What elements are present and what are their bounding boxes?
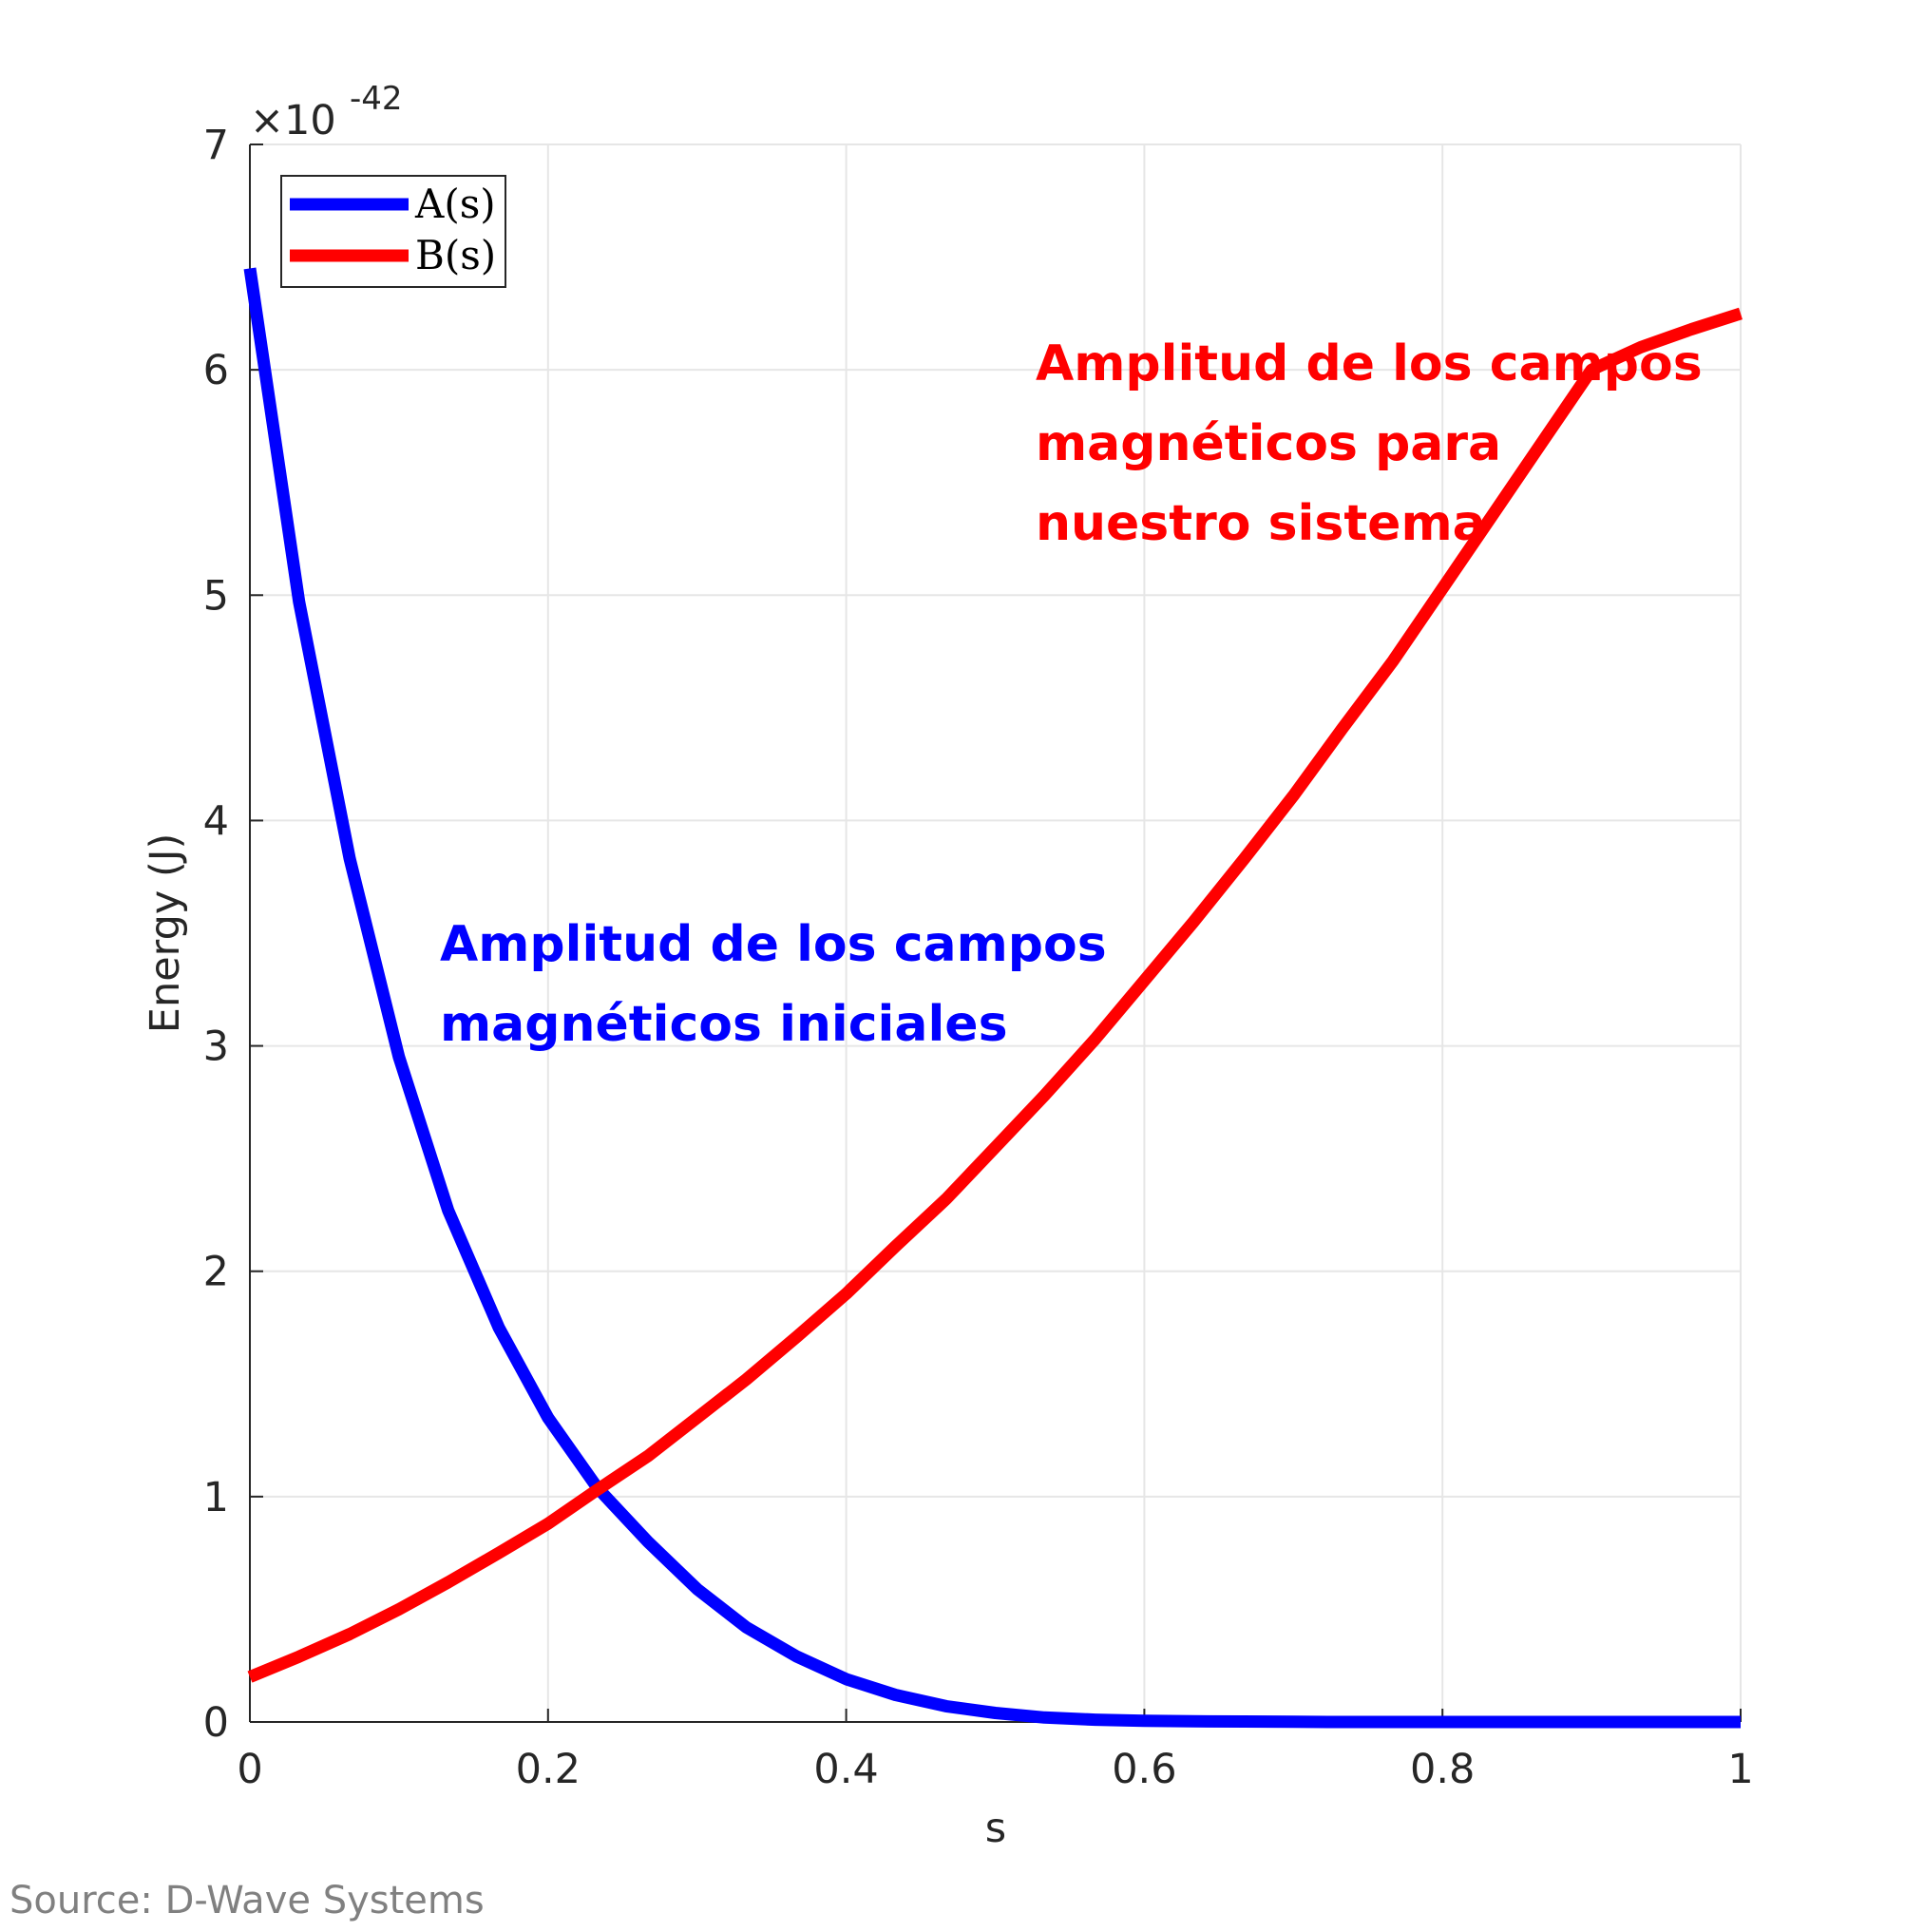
series-lines	[243, 267, 1743, 1729]
x-tick-label: 0.4	[813, 1746, 878, 1793]
x-tick-label: 0	[237, 1746, 262, 1793]
x-tick-label: 0.6	[1112, 1746, 1176, 1793]
y-tick-label: 5	[203, 572, 229, 620]
y-tick-label: 6	[203, 347, 229, 394]
y-axis-label: Energy (J)	[142, 833, 189, 1033]
y-exponent-label: ×10 -42	[250, 80, 403, 144]
x-axis-label: s	[985, 1805, 1006, 1852]
annotation-blue-line-1: Amplitud de los campos	[440, 916, 1107, 973]
annotations: Amplitud de los campos magnéticos inicia…	[440, 335, 1703, 1053]
y-tick-label: 1	[203, 1474, 229, 1521]
x-tick-label: 0.8	[1410, 1746, 1475, 1793]
legend-label-b: B(s)	[415, 232, 496, 278]
y-tick-label: 7	[203, 122, 229, 169]
source-caption: Source: D-Wave Systems	[10, 1879, 485, 1922]
annotation-red-line-3: nuestro sistema	[1036, 495, 1486, 552]
x-tick-label: 0.2	[516, 1746, 581, 1793]
annotation-red-line-1: Amplitud de los campos	[1036, 335, 1703, 392]
svg-text:×10: ×10	[250, 97, 336, 144]
annotation-blue-line-2: magnéticos iniciales	[440, 996, 1008, 1053]
y-tick-label: 2	[203, 1249, 229, 1296]
legend: A(s) B(s)	[280, 175, 506, 288]
grid	[249, 143, 1742, 1723]
x-tick-label: 1	[1727, 1746, 1753, 1793]
y-tick-label: 0	[203, 1699, 229, 1747]
y-ticks: 0 1 2 3 4 5 6 7	[203, 122, 263, 1747]
series-line-a	[243, 267, 1741, 1729]
series-line-b	[247, 307, 1743, 1683]
y-tick-label: 4	[203, 797, 229, 845]
annotation-red-line-2: magnéticos para	[1036, 415, 1501, 472]
svg-text:-42: -42	[350, 80, 403, 118]
x-ticks: 0 0.2 0.4 0.6 0.8 1	[237, 1709, 1754, 1793]
legend-box	[280, 175, 506, 288]
legend-label-a: A(s)	[414, 181, 496, 227]
y-tick-label: 3	[203, 1023, 229, 1071]
